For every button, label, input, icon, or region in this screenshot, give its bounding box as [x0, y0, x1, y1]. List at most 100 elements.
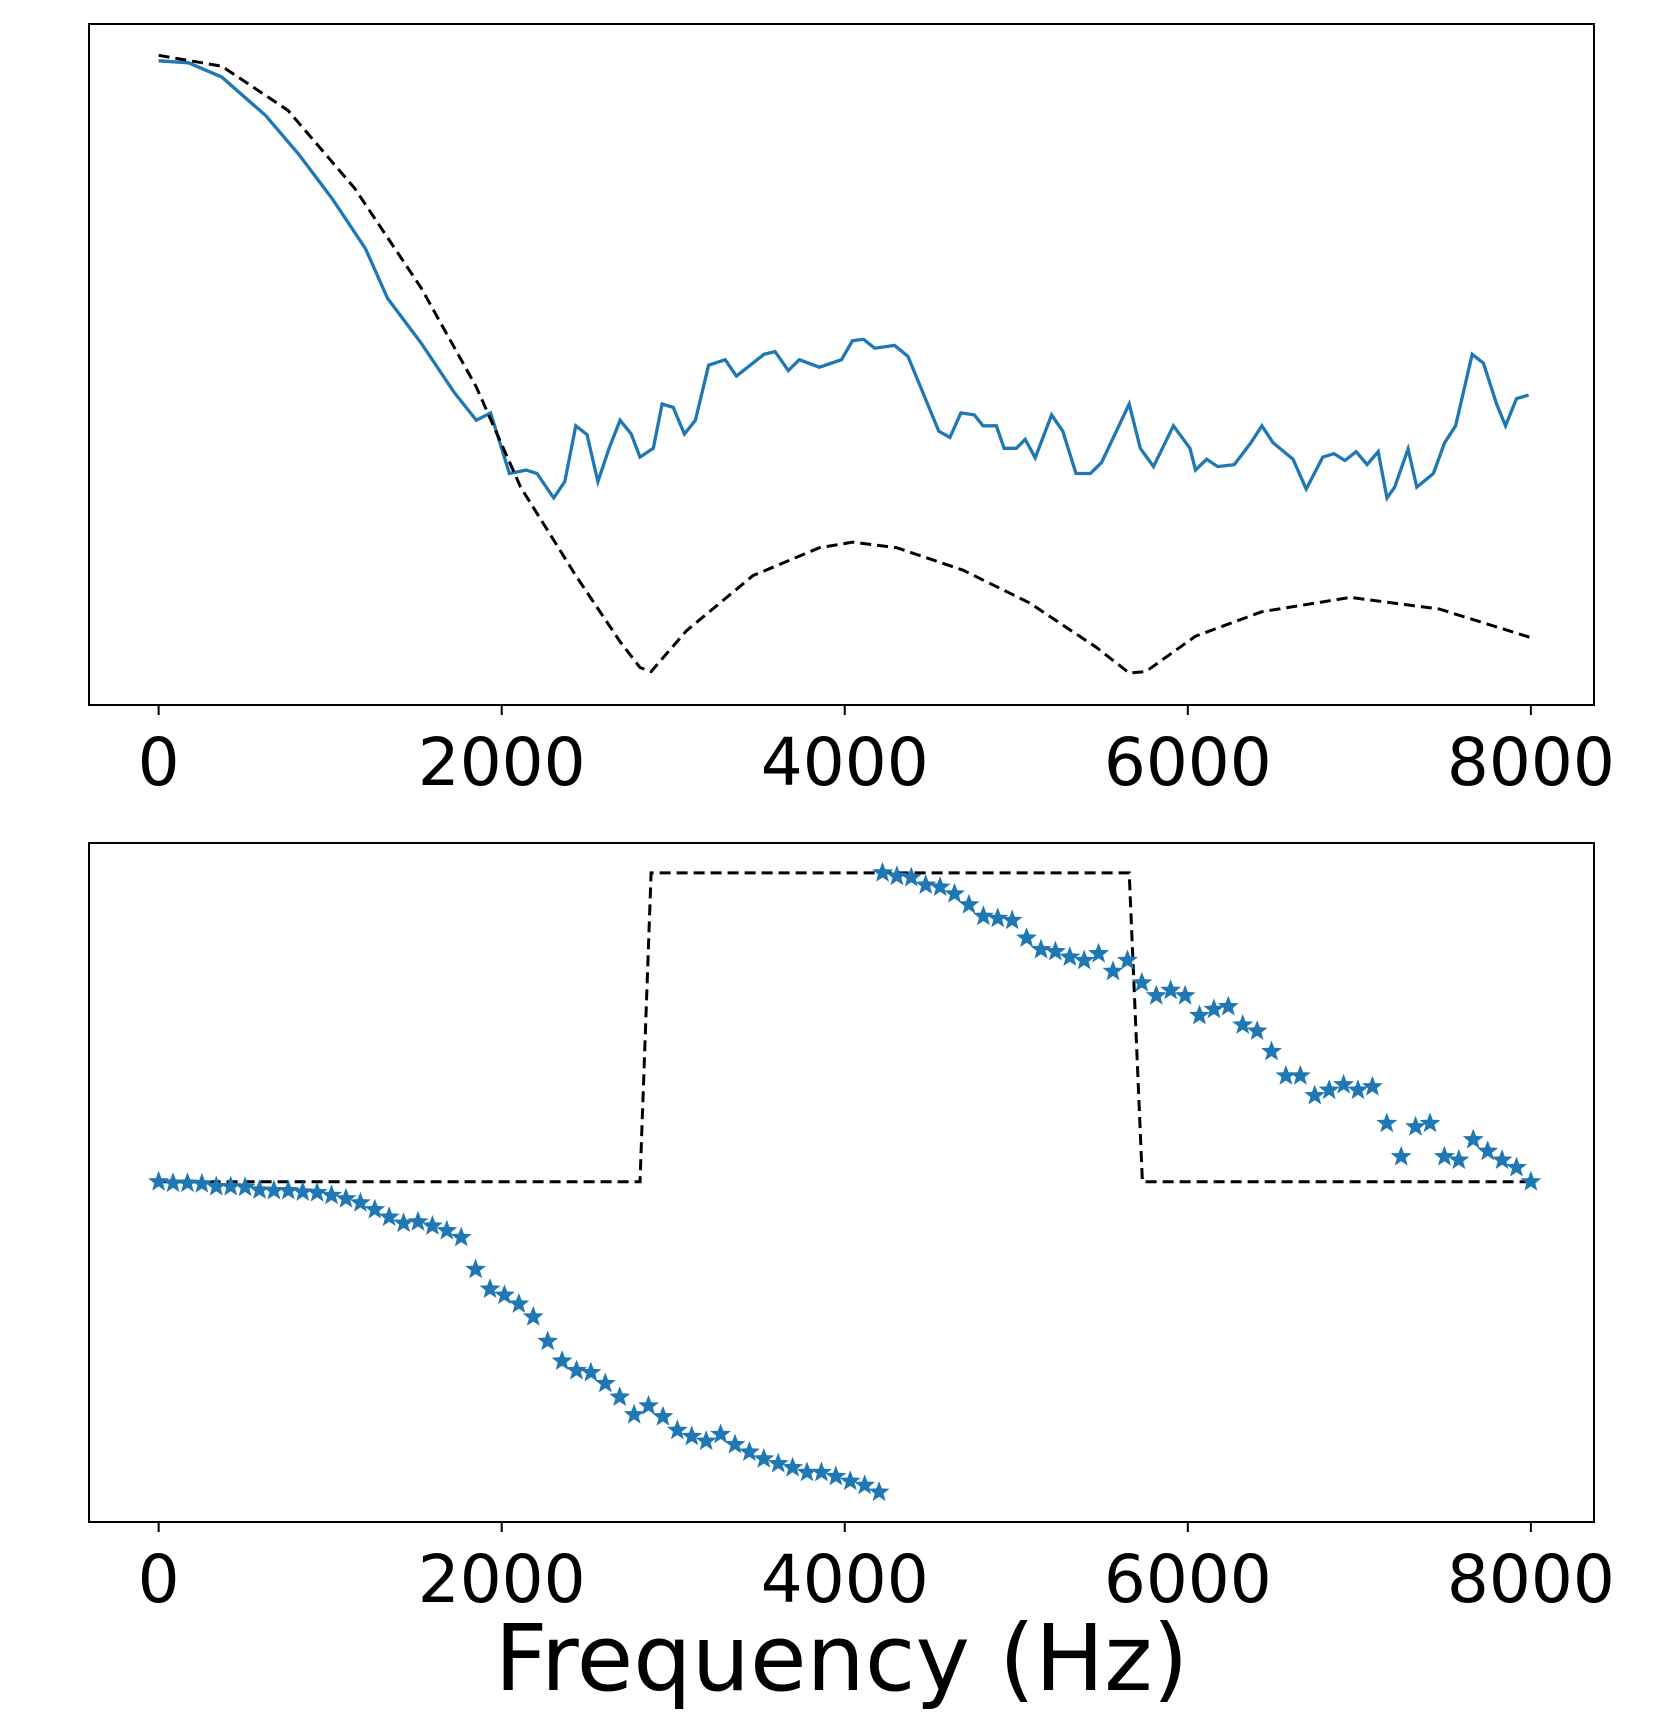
star-marker: [681, 1425, 703, 1446]
star-marker: [1333, 1073, 1354, 1094]
star-marker: [494, 1284, 515, 1305]
star-marker: [724, 1433, 746, 1454]
star-marker: [825, 1465, 847, 1486]
x-tick-label: 8000: [1447, 724, 1615, 801]
x-axis-label: Frequency (Hz): [495, 1605, 1189, 1712]
star-marker: [915, 874, 937, 894]
x-tick-label: 6000: [1104, 1541, 1272, 1618]
star-marker: [929, 876, 951, 896]
star-marker: [407, 1210, 429, 1231]
star-marker: [1016, 927, 1037, 947]
star-marker: [623, 1403, 645, 1424]
axes-frame: [88, 23, 1595, 706]
star-marker: [1261, 1040, 1282, 1061]
star-marker: [1491, 1149, 1513, 1169]
star-marker: [1001, 909, 1023, 930]
star-marker: [1434, 1145, 1455, 1166]
star-marker: [393, 1212, 414, 1233]
star-marker: [1030, 938, 1052, 959]
star-marker: [811, 1461, 832, 1482]
star-marker: [508, 1293, 530, 1313]
star-marker: [1217, 995, 1239, 1016]
star-marker: [1160, 979, 1182, 1000]
star-marker: [1448, 1149, 1470, 1169]
star-marker: [839, 1470, 861, 1491]
star-marker: [465, 1258, 487, 1279]
star-marker: [1462, 1128, 1484, 1149]
x-tick-label: 0: [138, 724, 180, 801]
star-marker: [148, 1170, 170, 1191]
star-marker: [796, 1461, 818, 1482]
star-marker: [767, 1452, 789, 1473]
axes-frame: [88, 842, 1595, 1523]
star-marker: [1232, 1014, 1254, 1034]
x-tick-label: 2000: [418, 1541, 586, 1618]
star-marker: [220, 1175, 242, 1196]
star-marker: [421, 1215, 443, 1235]
star-marker: [364, 1198, 386, 1219]
star-marker: [1088, 942, 1110, 963]
star-marker: [958, 893, 980, 914]
series-line: [158, 59, 1530, 503]
star-marker: [710, 1423, 731, 1444]
star-marker: [1405, 1115, 1427, 1136]
star-marker: [1203, 998, 1225, 1019]
star-marker: [666, 1419, 688, 1440]
star-marker: [1304, 1084, 1326, 1105]
star-marker: [436, 1219, 458, 1240]
series-line: [158, 53, 1532, 675]
star-marker: [1506, 1156, 1527, 1177]
star-marker: [1289, 1064, 1311, 1085]
star-marker: [652, 1405, 674, 1426]
star-marker: [306, 1181, 328, 1202]
x-tick-label: 4000: [761, 1541, 929, 1618]
star-marker: [249, 1179, 270, 1199]
star-marker: [335, 1187, 357, 1208]
star-marker: [191, 1172, 213, 1193]
star-marker: [580, 1361, 602, 1382]
star-marker: [1318, 1079, 1340, 1100]
star-marker: [1073, 949, 1095, 970]
star-marker: [1477, 1140, 1499, 1161]
star-marker: [695, 1430, 717, 1451]
star-marker: [1174, 984, 1196, 1005]
star-marker: [1102, 960, 1124, 981]
star-marker: [277, 1179, 299, 1200]
star-marker: [872, 861, 893, 882]
star-marker: [753, 1447, 775, 1468]
star-marker: [349, 1191, 371, 1212]
star-marker: [1044, 940, 1066, 961]
x-tick-label: 4000: [761, 724, 929, 801]
star-marker: [1189, 1004, 1210, 1025]
x-tick-label: 8000: [1447, 1541, 1615, 1618]
star-marker: [1419, 1112, 1441, 1133]
x-tick-label: 0: [138, 1541, 180, 1618]
star-marker: [972, 905, 994, 926]
star-marker: [868, 1481, 890, 1501]
star-marker: [987, 907, 1009, 928]
star-marker: [1246, 1020, 1268, 1040]
star-marker: [321, 1184, 342, 1205]
star-marker: [1376, 1112, 1398, 1133]
star-marker: [234, 1176, 256, 1197]
star-marker: [1520, 1170, 1542, 1191]
star-marker: [566, 1359, 587, 1380]
star-marker: [1117, 949, 1138, 970]
star-marker: [594, 1372, 616, 1393]
star-marker: [537, 1330, 559, 1351]
star-marker: [1131, 971, 1153, 992]
star-marker: [900, 866, 922, 887]
star-marker: [205, 1175, 227, 1196]
star-marker: [782, 1456, 804, 1477]
star-marker: [292, 1181, 314, 1201]
star-marker: [1390, 1145, 1412, 1166]
star-marker: [450, 1226, 472, 1247]
star-marker: [263, 1179, 285, 1200]
star-marker: [522, 1305, 544, 1326]
x-tick-label: 2000: [418, 724, 586, 801]
star-marker: [609, 1386, 631, 1406]
star-marker: [738, 1441, 760, 1461]
